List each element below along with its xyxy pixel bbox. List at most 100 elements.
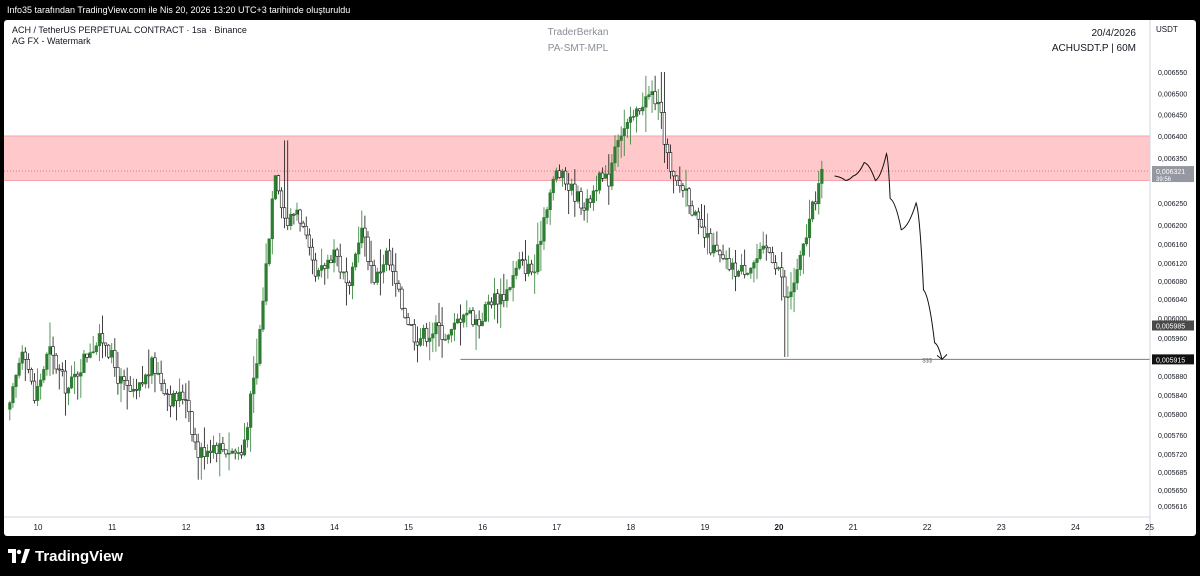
candle[interactable] (131, 378, 135, 398)
candle[interactable] (227, 432, 231, 471)
candle[interactable] (638, 108, 642, 115)
candle[interactable] (239, 444, 244, 459)
candle[interactable] (653, 75, 657, 111)
candle[interactable] (323, 262, 327, 285)
candle[interactable] (560, 168, 565, 187)
candle[interactable] (718, 248, 722, 263)
candle[interactable] (97, 324, 101, 362)
candle[interactable] (69, 365, 74, 390)
candle[interactable] (459, 304, 463, 346)
candle[interactable] (159, 360, 163, 392)
candle[interactable] (517, 251, 521, 271)
candle[interactable] (313, 252, 318, 282)
candle[interactable] (752, 259, 756, 283)
candle[interactable] (332, 239, 336, 273)
candle[interactable] (156, 361, 160, 376)
candle[interactable] (23, 347, 27, 381)
candle[interactable] (20, 345, 24, 370)
candle[interactable] (400, 286, 404, 311)
candle[interactable] (60, 362, 64, 377)
candle[interactable] (597, 171, 602, 194)
candle[interactable] (184, 383, 188, 419)
candle[interactable] (715, 231, 719, 253)
candle[interactable] (141, 365, 145, 387)
candle[interactable] (770, 246, 775, 264)
candle[interactable] (693, 209, 697, 217)
candle[interactable] (162, 379, 166, 396)
candle[interactable] (366, 231, 370, 271)
candle[interactable] (252, 356, 256, 414)
candle[interactable] (378, 249, 382, 296)
candle[interactable] (273, 175, 277, 201)
candle[interactable] (418, 328, 423, 347)
candle[interactable] (588, 195, 592, 208)
candle[interactable] (622, 109, 626, 157)
candle[interactable] (526, 255, 531, 277)
candle[interactable] (665, 138, 670, 169)
candle[interactable] (344, 257, 348, 306)
candle[interactable] (428, 322, 432, 361)
candle[interactable] (66, 386, 71, 406)
candle[interactable] (100, 315, 105, 359)
candle[interactable] (656, 88, 660, 121)
candle[interactable] (607, 154, 611, 205)
candle[interactable] (570, 178, 574, 196)
candle[interactable] (230, 448, 234, 455)
candle[interactable] (233, 448, 237, 460)
candle[interactable] (249, 390, 253, 452)
candle[interactable] (205, 444, 210, 465)
candle[interactable] (730, 258, 734, 280)
candle[interactable] (659, 72, 663, 129)
candle[interactable] (310, 238, 315, 275)
candle[interactable] (696, 207, 700, 235)
candle[interactable] (789, 272, 793, 310)
candle[interactable] (486, 294, 491, 322)
candle[interactable] (134, 378, 139, 400)
candle[interactable] (144, 373, 148, 389)
candle[interactable] (548, 189, 552, 225)
candle[interactable] (307, 228, 311, 256)
candle[interactable] (662, 72, 666, 163)
candle[interactable] (116, 351, 120, 395)
candle[interactable] (17, 357, 21, 379)
candle[interactable] (199, 442, 203, 480)
candle[interactable] (727, 247, 731, 272)
candle[interactable] (462, 313, 466, 328)
candle[interactable] (628, 106, 633, 145)
candle[interactable] (804, 224, 809, 247)
price-chart[interactable]: $$$ ACH / TetherUS PERPETUAL CONTRACT · … (4, 20, 1196, 536)
candle[interactable] (483, 301, 487, 322)
candle[interactable] (32, 373, 37, 404)
candle[interactable] (394, 253, 398, 297)
candle[interactable] (647, 85, 651, 100)
candle[interactable] (354, 252, 358, 271)
candle[interactable] (357, 226, 361, 263)
candle[interactable] (196, 433, 200, 480)
candle[interactable] (576, 185, 580, 204)
candle[interactable] (786, 286, 790, 357)
candle[interactable] (810, 200, 815, 223)
candle[interactable] (193, 427, 197, 451)
candle[interactable] (431, 322, 435, 353)
candle[interactable] (557, 164, 562, 179)
candle[interactable] (631, 109, 636, 121)
candle[interactable] (283, 140, 287, 229)
candle[interactable] (777, 266, 781, 271)
candle[interactable] (347, 280, 352, 295)
candle[interactable] (125, 367, 129, 410)
candle[interactable] (449, 328, 453, 343)
candle[interactable] (421, 324, 426, 347)
candle[interactable] (381, 254, 386, 284)
candle[interactable] (755, 243, 759, 280)
candle[interactable] (817, 170, 821, 215)
candle[interactable] (496, 289, 500, 324)
candle[interactable] (616, 134, 620, 167)
candle[interactable] (514, 261, 518, 280)
candle[interactable] (761, 231, 765, 254)
candle[interactable] (289, 208, 293, 231)
candle[interactable] (702, 205, 707, 248)
candle[interactable] (261, 287, 265, 332)
candle[interactable] (505, 279, 509, 308)
candle[interactable] (326, 254, 330, 279)
candle[interactable] (795, 258, 799, 290)
